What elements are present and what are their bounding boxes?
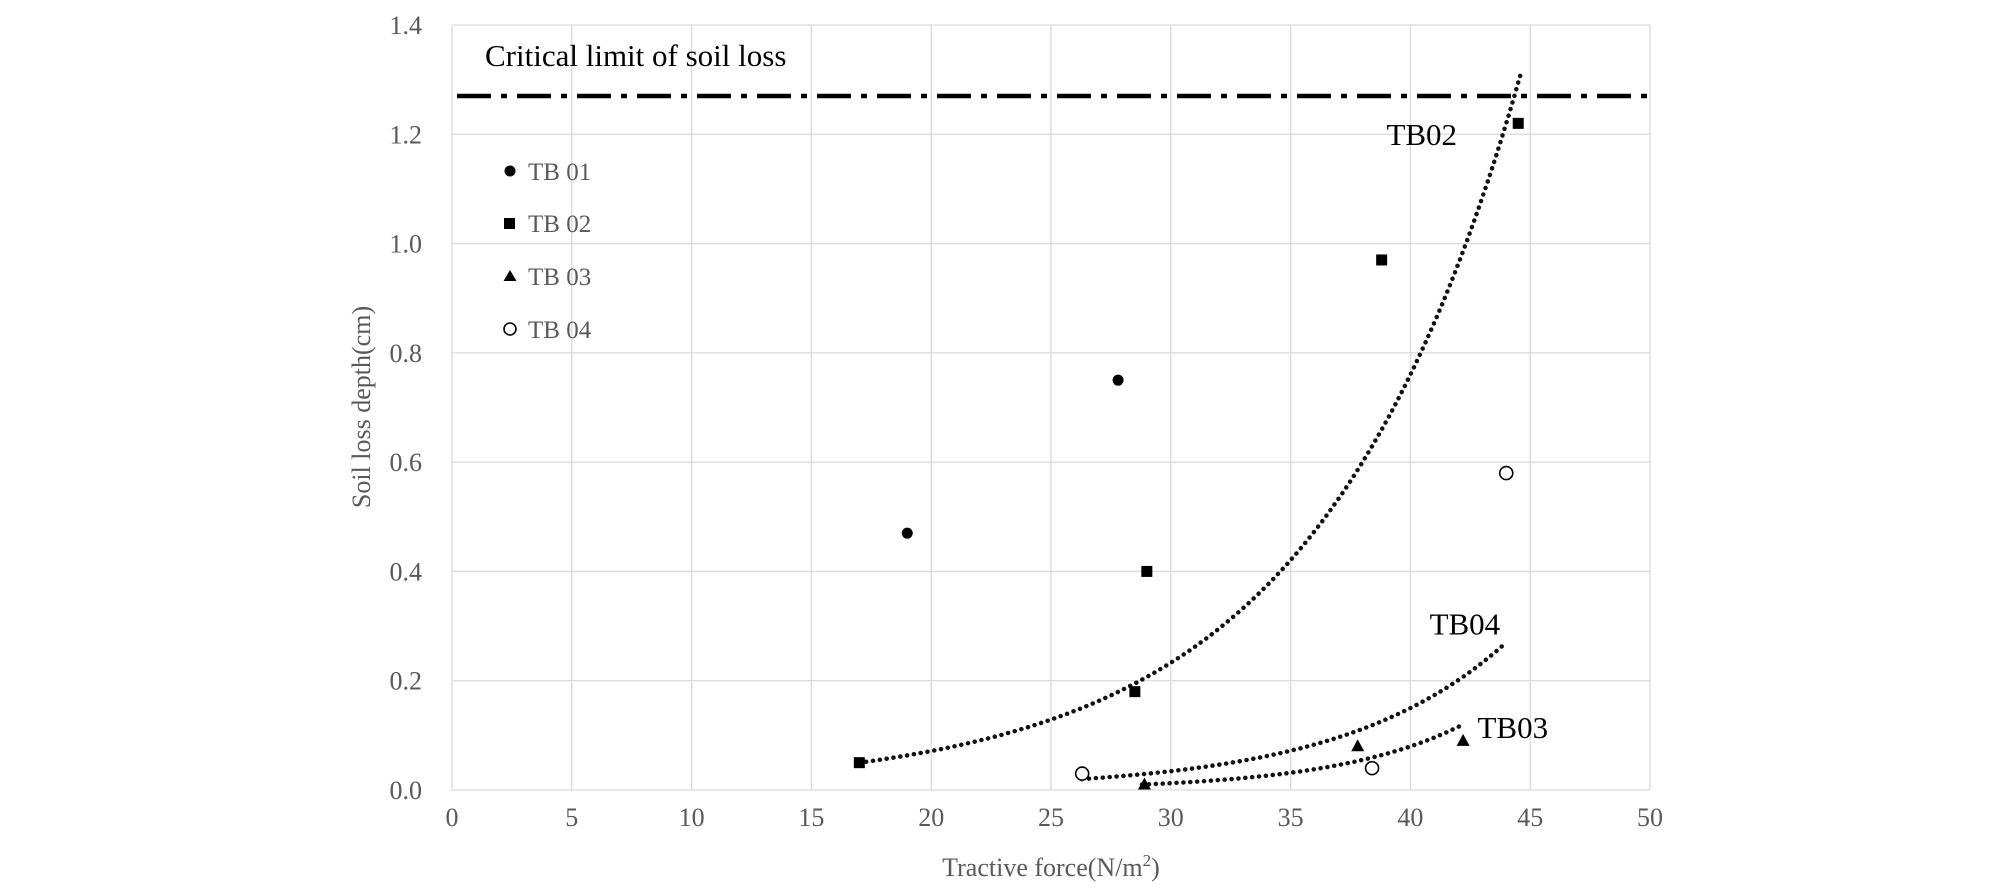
legend-label-tb04: TB 04 [528, 317, 592, 344]
trendline-label-tb03: TB03 [1477, 710, 1548, 745]
point-tb03 [1351, 739, 1365, 752]
y-tick-label: 0.0 [390, 776, 423, 805]
x-tick-label: 30 [1158, 803, 1184, 832]
trendline-label-tb04: TB04 [1430, 606, 1501, 641]
y-tick-label: 1.0 [390, 230, 423, 259]
trendline-label-tb02: TB02 [1386, 117, 1457, 152]
x-tick-label: 45 [1517, 803, 1543, 832]
x-tick-label: 5 [565, 803, 578, 832]
x-tick-label: 20 [918, 803, 944, 832]
y-tick-label: 1.4 [390, 11, 423, 40]
point-tb03 [1456, 733, 1470, 746]
x-tick-label: 40 [1397, 803, 1423, 832]
y-tick-label: 1.2 [390, 120, 423, 149]
point-tb02 [853, 757, 865, 769]
trendline-tb03 [1139, 722, 1466, 787]
y-axis-title: Soil loss depth(cm) [347, 306, 376, 508]
legend-marker-tb02 [504, 218, 515, 229]
trendlines [857, 71, 1523, 787]
axes [451, 25, 1650, 791]
x-tick-labels: 0 5 10 15 20 25 30 35 40 45 50 [446, 803, 1664, 832]
y-tick-label: 0.8 [390, 339, 423, 368]
y-tick-label: 0.6 [390, 448, 423, 477]
x-tick-label: 50 [1637, 803, 1663, 832]
x-axis-title-superscript: 2 [1143, 851, 1152, 870]
legend: TB 01 TB 02 TB 03 TB 04 [503, 159, 592, 344]
point-tb04 [1498, 465, 1514, 481]
x-axis-title: Tractive force(N/m2) [942, 851, 1160, 882]
x-tick-label: 10 [679, 803, 705, 832]
x-axis-title-main: Tractive force(N/m [942, 853, 1142, 882]
data-points [853, 117, 1524, 790]
trendline-tb04 [1079, 640, 1509, 782]
point-tb03 [1137, 777, 1151, 790]
x-tick-label: 25 [1038, 803, 1064, 832]
x-tick-label: 35 [1278, 803, 1304, 832]
point-tb01 [1112, 374, 1124, 386]
x-axis-title-close: ) [1151, 853, 1160, 882]
gridlines [452, 24, 1651, 790]
point-tb02 [1376, 254, 1388, 266]
x-tick-label: 0 [446, 803, 459, 832]
point-tb04 [1364, 760, 1380, 776]
legend-label-tb02: TB 02 [528, 211, 591, 238]
legend-label-tb01: TB 01 [528, 159, 591, 186]
critical-limit-label: Critical limit of soil loss [485, 38, 786, 73]
point-tb04 [1074, 766, 1090, 781]
trendline-tb02 [857, 71, 1523, 765]
x-tick-label: 15 [798, 803, 824, 832]
legend-label-tb03: TB 03 [528, 264, 591, 291]
legend-marker-tb04 [503, 322, 517, 336]
point-tb02 [1512, 117, 1524, 129]
point-tb01 [901, 527, 913, 539]
y-tick-labels: 0.0 0.2 0.4 0.6 0.8 1.0 1.2 1.4 [390, 11, 423, 805]
legend-marker-tb01 [504, 165, 516, 177]
y-tick-label: 0.4 [390, 557, 423, 586]
trendline-labels: TB02 TB04 TB03 [1386, 117, 1548, 745]
y-tick-label: 0.2 [390, 667, 423, 696]
legend-marker-tb03 [503, 270, 517, 281]
point-tb02 [1141, 565, 1153, 577]
point-tb02 [1129, 686, 1141, 698]
